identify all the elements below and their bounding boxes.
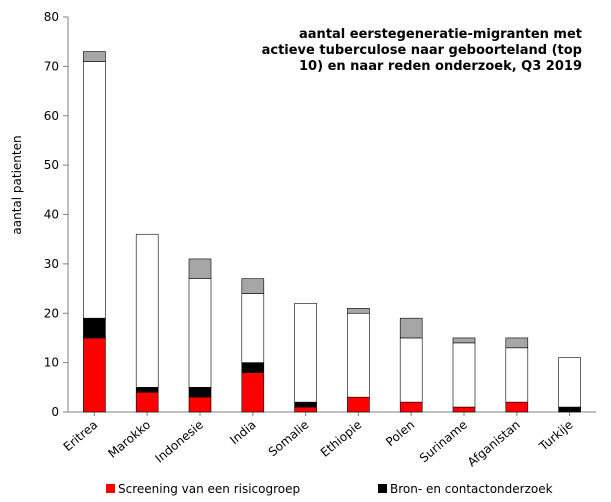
- bar-segment-2: [452, 342, 476, 408]
- y-tick-label: 0: [51, 405, 59, 419]
- y-tick-label: 60: [44, 109, 59, 123]
- x-tick-label: Marokko: [105, 418, 153, 461]
- bar-segment-2: [241, 293, 265, 363]
- bar-segment-1: [83, 317, 106, 339]
- x-tick-label: Indonesie: [152, 418, 205, 466]
- bar-segment-0: [135, 391, 159, 413]
- bar-segment-1: [558, 406, 581, 413]
- legend-swatch: [106, 484, 115, 493]
- bar-segment-3: [347, 308, 370, 314]
- bar-segment-2: [83, 61, 106, 319]
- x-tick-labels: Eritrea Marokko Indonesie India Somalie Ethio…: [61, 418, 576, 470]
- bar-segment-3: [241, 278, 265, 294]
- bar-segment-0: [347, 396, 370, 413]
- y-axis-label: aantal patienten: [10, 135, 24, 234]
- x-tick-label: Turkije: [536, 418, 576, 454]
- legend-swatch: [378, 484, 387, 493]
- bar-segment-0: [188, 396, 212, 413]
- bar-segment-0: [294, 406, 317, 413]
- bar-segment-2: [399, 337, 423, 403]
- chart-title-line-1: aantal eerstegeneratie-migranten met: [299, 27, 582, 42]
- chart-title-line-3: 10) en naar reden onderzoek, Q3 2019: [299, 59, 582, 74]
- legend: Screening van een risicogroep Bron- en co…: [106, 482, 553, 496]
- bar-segment-2: [347, 312, 370, 398]
- chart-title-line-2: actieve tuberculose naar geboorteland (t…: [262, 43, 582, 58]
- bar-segment-2: [135, 233, 159, 388]
- legend-label: Screening van een risicogroep: [118, 482, 300, 496]
- bar-segment-3: [83, 51, 106, 62]
- bar-segment-2: [294, 303, 317, 403]
- legend-label: Bron- en contactonderzoek: [390, 482, 553, 496]
- bar-segment-1: [135, 387, 159, 393]
- bar-segment-1: [241, 362, 265, 373]
- chart-title: aantal eerstegeneratie-migranten met act…: [262, 27, 582, 74]
- bar-segment-1: [294, 401, 317, 408]
- x-tick-label: Polen: [383, 418, 417, 450]
- x-tick-label: Ethiopie: [318, 418, 364, 460]
- bar-segment-0: [505, 401, 529, 413]
- bar-segment-3: [188, 258, 212, 279]
- bar-segment-0: [83, 337, 106, 413]
- bar-segment-0: [452, 406, 476, 413]
- bar-segment-2: [505, 347, 529, 403]
- y-axis-title: aantal patienten: [10, 135, 24, 234]
- x-tick-label: Eritrea: [61, 418, 101, 454]
- bar-segment-1: [188, 387, 212, 398]
- x-tick-label: India: [227, 418, 259, 448]
- y-tick-label: 40: [44, 208, 59, 222]
- x-tick-label: Suriname: [417, 418, 470, 466]
- bar-segment-3: [399, 317, 423, 339]
- axes: 0 10 20 30 40 50 60 70 80: [44, 10, 596, 419]
- y-tick-label: 30: [44, 257, 59, 271]
- y-tick-label: 70: [44, 59, 59, 73]
- y-tick-label: 10: [44, 356, 59, 370]
- bar-segment-3: [452, 337, 476, 344]
- bar-segment-0: [399, 401, 423, 413]
- bar-segment-2: [558, 357, 581, 408]
- y-tick-label: 50: [44, 158, 59, 172]
- bar-segment-3: [505, 337, 529, 349]
- x-tick-label: Afganistan: [465, 418, 523, 470]
- bars: [83, 51, 581, 413]
- y-tick-label: 80: [44, 10, 59, 24]
- bar-segment-0: [241, 372, 265, 413]
- bar-segment-2: [188, 278, 212, 388]
- x-tick-label: Somalie: [266, 418, 312, 460]
- y-tick-label: 20: [44, 306, 59, 320]
